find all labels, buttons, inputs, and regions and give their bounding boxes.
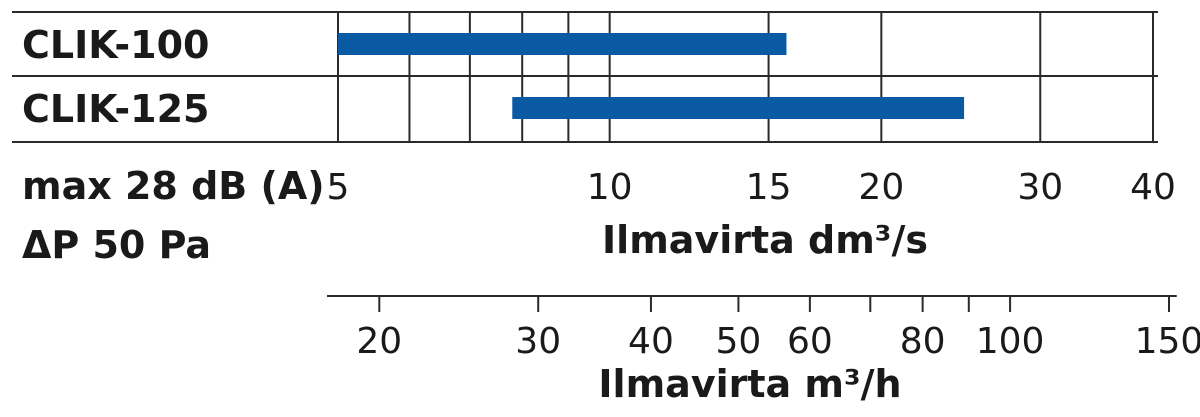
secondary-tick-label: 80 <box>900 321 946 362</box>
category-label: CLIK-125 <box>22 87 209 131</box>
primary-tick-label: 5 <box>327 167 350 208</box>
primary-axis: Ilmavirta dm³/s 5 10 15 20 30 40 <box>327 167 1176 262</box>
secondary-tick-label: 20 <box>356 321 402 362</box>
secondary-tick-label: 150 <box>1135 321 1200 362</box>
primary-tick-label: 40 <box>1130 167 1176 208</box>
secondary-axis-title: Ilmavirta m³/h <box>598 362 901 406</box>
secondary-tick-label: 30 <box>515 321 561 362</box>
category-label: CLIK-100 <box>22 23 209 67</box>
primary-tick-label: 20 <box>858 167 904 208</box>
primary-tick-label: 30 <box>1017 167 1063 208</box>
primary-tick-label: 15 <box>746 167 792 208</box>
primary-tick-label: 10 <box>587 167 633 208</box>
category-labels: CLIK-100 CLIK-125 <box>22 23 209 131</box>
primary-axis-title: Ilmavirta dm³/s <box>602 218 928 262</box>
secondary-tick-label: 40 <box>628 321 674 362</box>
secondary-tick-label: 60 <box>787 321 833 362</box>
bars-layer <box>338 33 965 119</box>
conditions-note: max 28 dB (A) ΔP 50 Pa <box>22 164 325 267</box>
range-bar-clik-125 <box>512 97 965 119</box>
secondary-tick-label: 100 <box>976 321 1045 362</box>
secondary-axis: Ilmavirta m³/h 20 30 40 50 60 80 100 150 <box>326 295 1200 406</box>
note-line-2: ΔP 50 Pa <box>22 223 211 267</box>
secondary-tick-label: 50 <box>716 321 762 362</box>
note-line-1: max 28 dB (A) <box>22 164 325 208</box>
range-bar-clik-100 <box>338 33 787 55</box>
